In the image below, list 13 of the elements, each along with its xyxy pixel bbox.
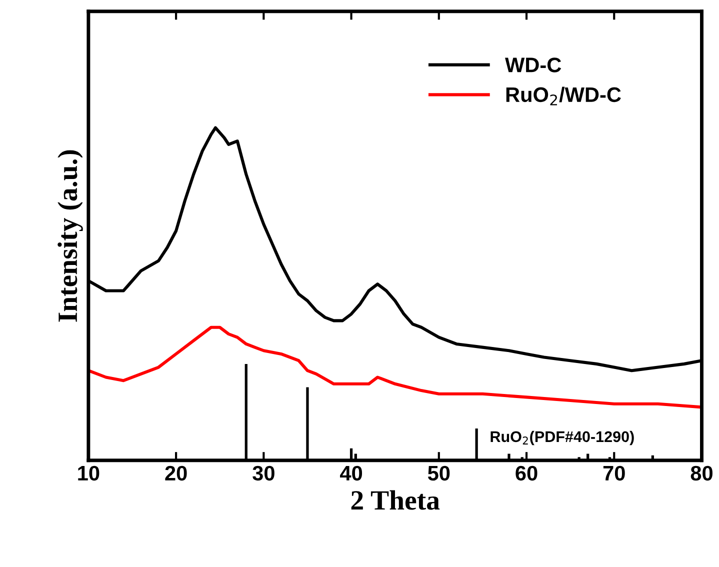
legend-label: WD-C [505, 58, 562, 72]
x-tick-label: 20 [165, 466, 187, 481]
x-tick-label: 80 [690, 466, 712, 481]
series-label: RuO$_{2}$(PDF#40-1290) [490, 430, 634, 446]
x-tick-label: 30 [252, 466, 274, 481]
legend-label: RuO$_{2}$/WD-C [506, 86, 621, 106]
x-tick-label: 70 [603, 466, 625, 481]
x-tick-label: 40 [340, 466, 362, 481]
x-tick-label: 60 [516, 466, 538, 481]
x-axis-title: 2 Theta [351, 490, 440, 510]
x-tick-label: 50 [428, 466, 450, 481]
y-axis-title: Intensity (a.u.) [58, 150, 83, 322]
x-tick-label: 10 [78, 466, 100, 481]
